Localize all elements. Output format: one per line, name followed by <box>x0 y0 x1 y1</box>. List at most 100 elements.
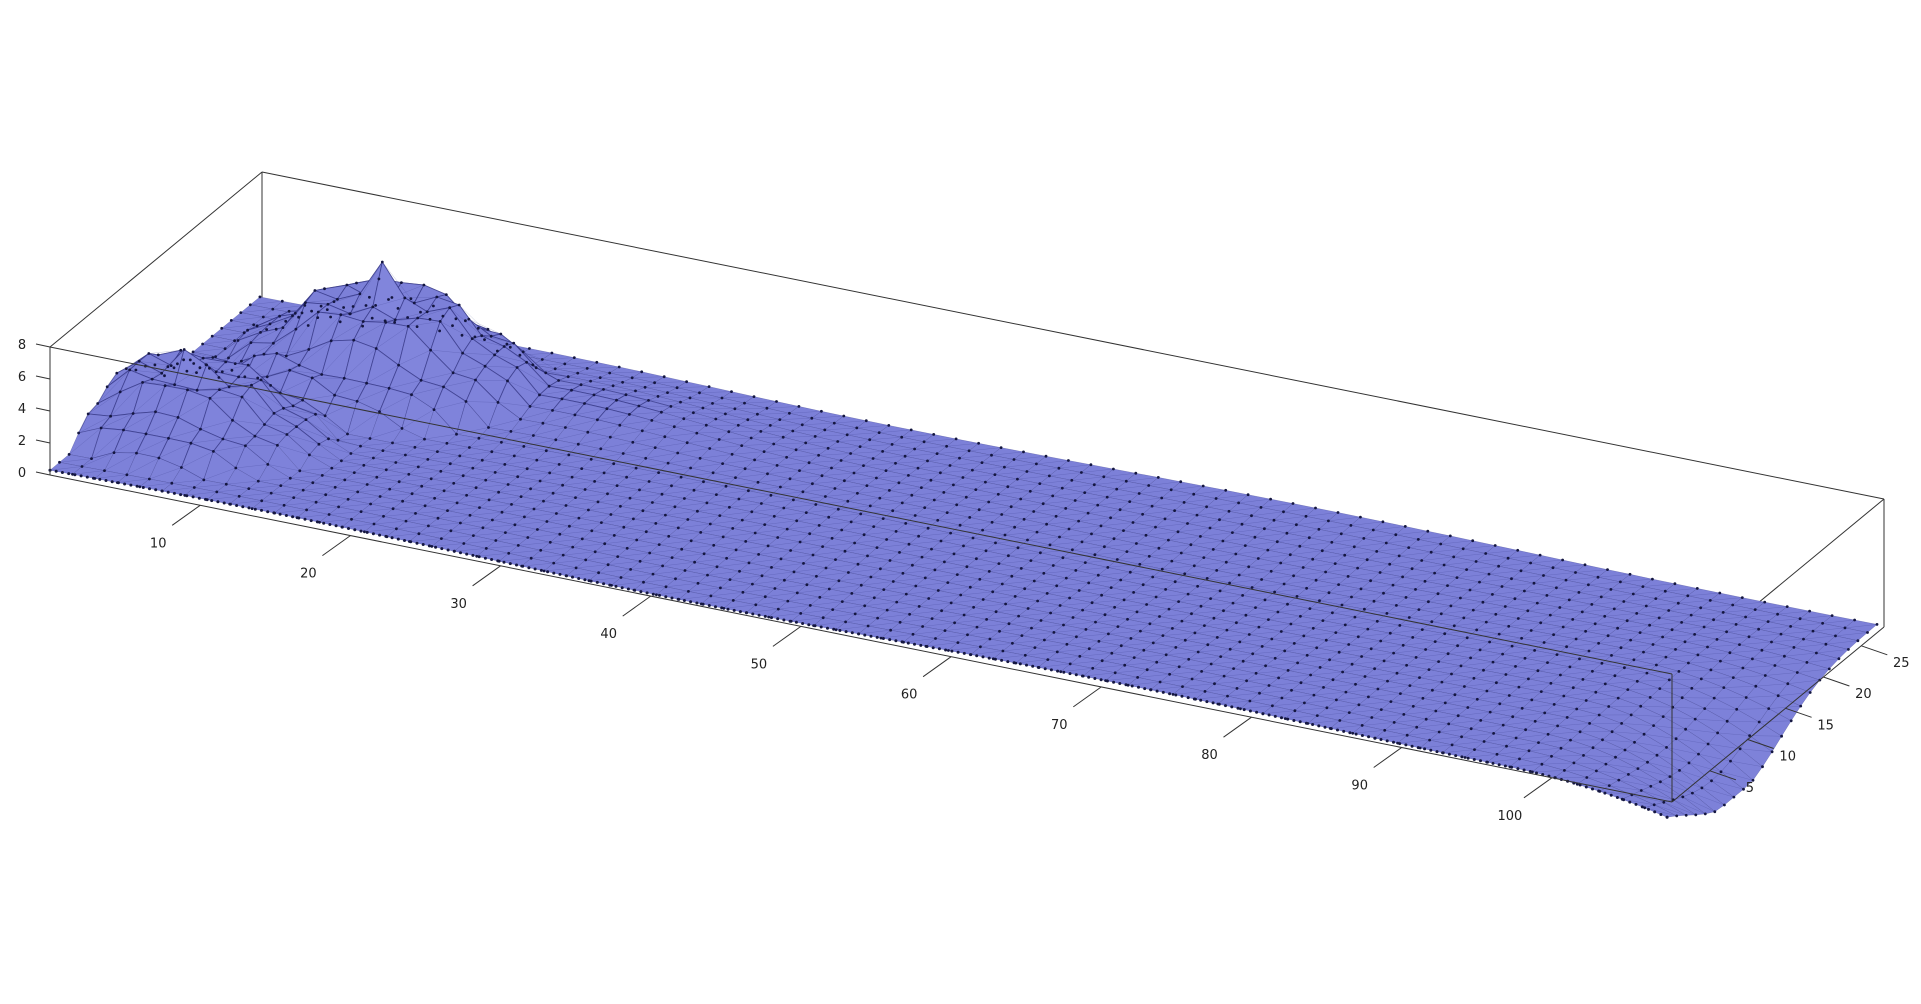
edge-vertex <box>247 506 251 510</box>
mesh-vertex <box>853 541 856 545</box>
mesh-diagonal <box>1380 637 1413 642</box>
mesh-diagonal <box>1418 535 1451 540</box>
mesh-diagonal <box>1759 720 1792 723</box>
mesh-vertex <box>1382 659 1386 663</box>
mesh-vertex <box>573 413 577 417</box>
mesh-diagonal <box>856 425 889 429</box>
mesh-vertex <box>1636 767 1640 770</box>
mesh-vertex <box>542 499 545 503</box>
mesh-diagonal <box>1784 652 1817 657</box>
edge-vertex <box>235 504 239 507</box>
mesh-vertex <box>1164 588 1167 591</box>
mesh-diagonal <box>459 304 492 337</box>
mesh-vertex <box>403 296 407 300</box>
edge-vertex <box>79 474 83 478</box>
mesh-vertex <box>1369 647 1373 651</box>
mesh-diagonal <box>1620 644 1654 648</box>
mesh-vertex <box>1224 488 1228 492</box>
mesh-vertex <box>606 563 610 567</box>
edge-vertex <box>328 523 332 526</box>
edge-vertex <box>863 633 867 637</box>
mesh-diagonal <box>1143 581 1176 585</box>
mesh-vertex <box>1209 662 1213 666</box>
mesh-diagonal <box>1492 658 1526 663</box>
mesh-vertex <box>570 388 573 392</box>
mesh-vertex <box>1282 510 1285 514</box>
mesh-diagonal <box>734 408 767 409</box>
mesh-vertex <box>1214 497 1218 500</box>
mesh-diagonal <box>1386 539 1419 544</box>
mesh-diagonal <box>940 537 974 542</box>
mesh-diagonal <box>725 482 759 487</box>
mesh-vertex <box>1504 673 1508 676</box>
mesh-diagonal <box>305 419 339 441</box>
edge-vertex <box>502 560 506 564</box>
mesh-diagonal <box>1017 544 1051 548</box>
mesh-diagonal <box>1547 658 1580 663</box>
mesh-vertex <box>998 629 1001 633</box>
mesh-vertex <box>1661 715 1665 718</box>
mesh-vertex <box>932 498 936 502</box>
mesh-diagonal <box>1066 575 1099 579</box>
mesh-vertex <box>323 287 326 291</box>
mesh-vertex <box>1392 721 1396 724</box>
mesh-vertex <box>1263 598 1267 602</box>
mesh-diagonal <box>1207 574 1240 579</box>
mesh-diagonal <box>1591 601 1624 605</box>
mesh-diagonal <box>504 459 537 465</box>
mesh-vertex <box>818 595 822 599</box>
mesh-diagonal <box>1364 605 1397 610</box>
mesh-vertex <box>1763 600 1767 604</box>
mesh-vertex <box>1150 504 1154 508</box>
mesh-vertex <box>1318 599 1321 603</box>
mesh-diagonal <box>1204 622 1237 626</box>
mesh-vertex <box>615 484 619 487</box>
mesh-vertex <box>355 399 359 403</box>
mesh-diagonal <box>1316 576 1349 581</box>
mesh-diagonal <box>882 448 915 452</box>
mesh-diagonal <box>1219 515 1252 520</box>
mesh-diagonal <box>1226 626 1259 631</box>
mesh-diagonal <box>1418 605 1451 610</box>
mesh-diagonal <box>956 501 989 505</box>
edge-vertex <box>819 625 823 629</box>
edge-vertex <box>832 627 836 631</box>
mesh-vertex <box>1571 618 1575 621</box>
mesh-vertex <box>182 358 186 362</box>
mesh-diagonal <box>1046 520 1079 525</box>
mesh-vertex <box>519 495 523 498</box>
mesh-vertex <box>1061 556 1065 560</box>
mesh-diagonal <box>879 495 912 499</box>
mesh-diagonal <box>934 566 967 571</box>
mesh-diagonal <box>1637 679 1670 682</box>
mesh-vertex <box>1440 680 1444 684</box>
mesh-diagonal <box>1457 641 1490 646</box>
mesh-vertex <box>1222 674 1226 678</box>
mesh-vertex <box>707 385 711 388</box>
edge-vertex <box>857 632 861 636</box>
mesh-vertex <box>1518 757 1521 761</box>
mesh-vertex <box>598 376 602 379</box>
mesh-diagonal <box>1515 662 1548 667</box>
mesh-diagonal <box>1316 644 1349 648</box>
mesh-diagonal <box>988 498 1021 503</box>
mesh-diagonal <box>1742 665 1775 669</box>
mesh-diagonal <box>649 476 682 482</box>
mesh-vertex <box>640 429 644 433</box>
mesh-vertex <box>1322 686 1325 689</box>
mesh-vertex <box>1060 486 1064 490</box>
mesh-vertex <box>1710 779 1713 783</box>
mesh-vertex <box>1572 761 1576 765</box>
mesh-vertex <box>1019 497 1023 501</box>
mesh-vertex <box>733 407 737 411</box>
mesh-diagonal <box>658 467 691 473</box>
mesh-vertex <box>1628 572 1632 576</box>
mesh-diagonal <box>1544 638 1577 643</box>
mesh-vertex <box>934 637 937 640</box>
mesh-vertex <box>865 484 869 487</box>
mesh-vertex <box>1584 629 1587 633</box>
mesh-vertex <box>574 496 577 499</box>
mesh-diagonal <box>536 454 569 461</box>
mesh-vertex <box>1272 518 1276 522</box>
mesh-diagonal <box>687 515 720 520</box>
